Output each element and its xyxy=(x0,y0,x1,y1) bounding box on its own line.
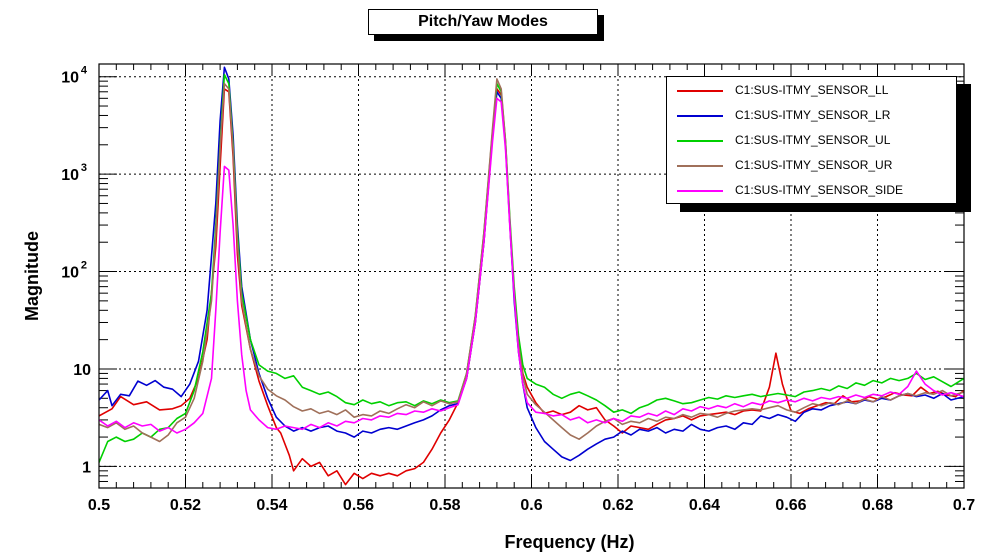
chart-title-box: Pitch/Yaw Modes xyxy=(368,9,604,41)
x-tick-label: 0.68 xyxy=(862,497,893,514)
legend-label: C1:SUS-ITMY_SENSOR_LL xyxy=(735,83,889,97)
x-tick-label: 0.58 xyxy=(429,497,460,514)
plot-frame xyxy=(98,63,965,489)
legend-entry: C1:SUS-ITMY_SENSOR_LR xyxy=(667,103,956,128)
x-tick-label: 0.64 xyxy=(689,497,720,514)
legend-entry: C1:SUS-ITMY_SENSOR_LL xyxy=(667,78,956,103)
legend-swatch xyxy=(677,90,723,92)
x-tick-label: 0.6 xyxy=(520,497,542,514)
x-tick-label: 0.62 xyxy=(602,497,633,514)
x-tick-label: 0.7 xyxy=(953,497,975,514)
x-tick-label: 0.52 xyxy=(170,497,201,514)
legend: C1:SUS-ITMY_SENSOR_LL C1:SUS-ITMY_SENSOR_… xyxy=(666,76,971,212)
legend-entry: C1:SUS-ITMY_SENSOR_UL xyxy=(667,128,956,153)
y-axis-label: Magnitude xyxy=(22,231,42,321)
legend-swatch xyxy=(677,190,723,192)
y-tick-label: 1 xyxy=(82,459,91,476)
legend-label: C1:SUS-ITMY_SENSOR_UR xyxy=(735,158,893,172)
legend-label: C1:SUS-ITMY_SENSOR_LR xyxy=(735,108,891,122)
y-tick-label: 10 xyxy=(61,167,79,184)
legend-entry: C1:SUS-ITMY_SENSOR_UR xyxy=(667,153,956,178)
series-line-5 xyxy=(99,97,964,434)
y-tick-exponent: 2 xyxy=(81,260,87,272)
y-tick-label: 10 xyxy=(61,265,79,282)
legend-swatch xyxy=(677,140,723,142)
y-tick-label: 10 xyxy=(73,362,91,379)
x-axis-label: Frequency (Hz) xyxy=(504,532,634,552)
chart-title: Pitch/Yaw Modes xyxy=(368,9,598,35)
x-tick-label: 0.5 xyxy=(88,497,110,514)
legend-box: C1:SUS-ITMY_SENSOR_LL C1:SUS-ITMY_SENSOR_… xyxy=(666,76,957,204)
y-tick-exponent: 4 xyxy=(81,65,88,77)
x-tick-label: 0.66 xyxy=(775,497,806,514)
legend-swatch xyxy=(677,115,723,117)
x-tick-label: 0.56 xyxy=(343,497,374,514)
y-tick-label: 10 xyxy=(61,70,79,87)
legend-entry: C1:SUS-ITMY_SENSOR_SIDE xyxy=(667,178,956,203)
legend-label: C1:SUS-ITMY_SENSOR_UL xyxy=(735,133,891,147)
x-tick-label: 0.54 xyxy=(256,497,287,514)
legend-swatch xyxy=(677,165,723,167)
legend-label: C1:SUS-ITMY_SENSOR_SIDE xyxy=(735,183,904,197)
y-tick-exponent: 3 xyxy=(81,162,87,174)
